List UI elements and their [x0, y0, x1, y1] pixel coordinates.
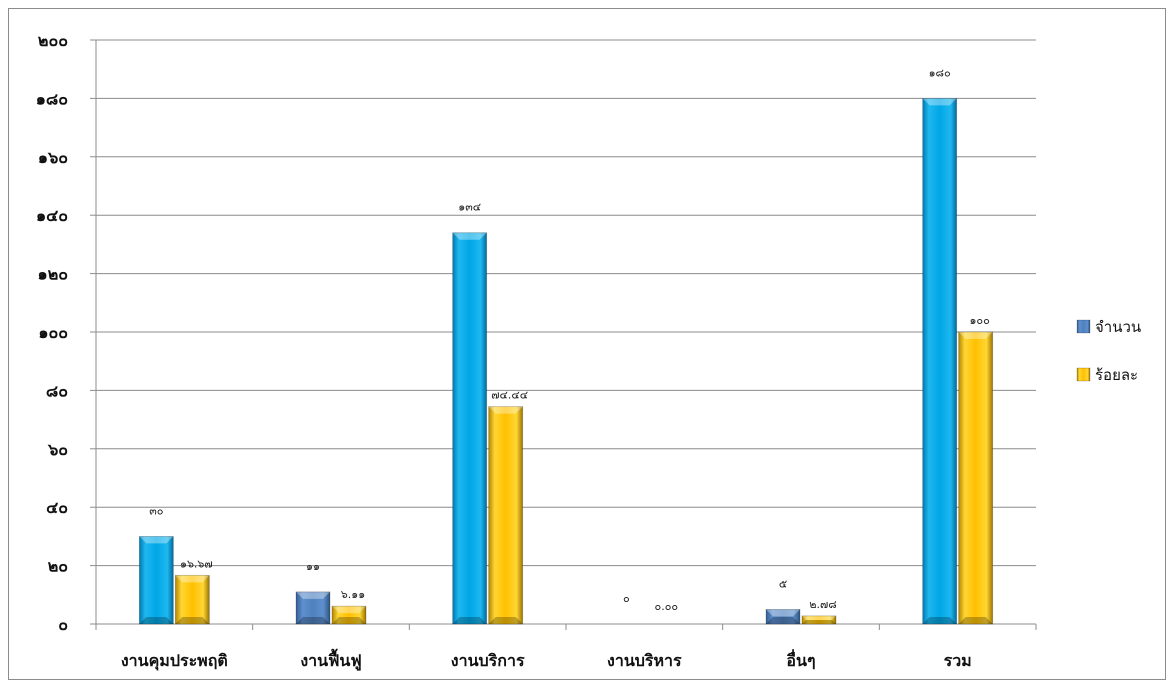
x-category-label: งานฟื้นฟู	[300, 648, 361, 672]
legend-label: จำนวน	[1095, 318, 1141, 336]
bar-count	[765, 609, 801, 625]
y-tick-label: ๒๐	[48, 557, 68, 576]
data-label-percent: ๗๔.๔๔	[491, 389, 528, 402]
bar-percent-bevel-bottom	[488, 617, 523, 624]
bar-percent-body	[488, 406, 523, 624]
bar-percent-body	[958, 332, 993, 624]
x-category-label: งานบริการ	[451, 651, 525, 670]
legend-label: ร้อยละ	[1095, 366, 1138, 384]
bar-count-body	[922, 98, 957, 624]
x-category-label: งานบริหาร	[607, 651, 682, 670]
x-category-label: รวม	[944, 651, 972, 670]
y-tick-label: ๑๐๐	[38, 323, 68, 342]
bar-percent	[958, 331, 994, 625]
bar-percent	[488, 406, 524, 625]
bar-percent-outline	[174, 574, 210, 625]
bar-percent-bevel-bottom	[958, 617, 993, 624]
bar-percent-outline	[331, 605, 367, 625]
bar-percent-bevel-bottom	[175, 617, 210, 624]
bar-count-bevel-top	[139, 536, 174, 544]
bar-count-bevel-top	[452, 232, 487, 240]
bar-count-bevel-top	[766, 609, 800, 617]
data-label-count: ๓๐	[149, 504, 163, 517]
data-label-count: ๑๘๐	[929, 66, 951, 79]
bar-count-bevel-bottom	[296, 617, 330, 624]
y-tick-label: ๐	[58, 615, 68, 634]
bar-count-body	[296, 591, 330, 624]
axis-layer: ๐ ๒๐ ๔๐ ๖๐ ๘๐ ๑๐๐ ๑๒๐ ๑๔๐ ๑๖๐ ๑๘๐ ๒๐๐งานคุมประพฤติ…	[36, 31, 1037, 672]
bar-count-outline	[295, 591, 331, 625]
bar-count-outline	[922, 98, 958, 625]
bar-count-bevel-bottom	[452, 617, 487, 624]
bar-percent-bevel-top	[802, 615, 836, 620]
data-label-count: ๑๑	[306, 560, 320, 573]
bar-percent-outline	[801, 615, 837, 625]
bar-count	[922, 98, 958, 625]
legend-swatch	[1076, 367, 1091, 382]
x-category-label: อื่นๆ	[786, 649, 816, 670]
data-label-percent: ๒.๗๘	[809, 598, 837, 611]
bar-count-bevel-bottom	[139, 617, 174, 624]
bar-percent-outline	[488, 406, 524, 625]
bar-count-body	[766, 609, 800, 624]
data-label-count: ๑๓๔	[458, 201, 481, 214]
bar-count	[452, 232, 488, 625]
bar-percent-body	[332, 606, 366, 624]
bar-percent-bevel-top	[332, 606, 366, 614]
bar-count-body	[452, 232, 487, 624]
bar-count	[138, 536, 174, 625]
bar-count-outline	[138, 536, 174, 625]
data-label-percent: ๑๐๐	[969, 314, 989, 327]
data-label-percent: ๖.๑๑	[341, 588, 365, 601]
bar-layer	[138, 98, 994, 625]
bar-percent	[174, 574, 210, 625]
legend-swatch	[1076, 319, 1091, 334]
data-label-percent: ๑๖.๖๗	[180, 557, 213, 570]
y-tick-label: ๔๐	[46, 498, 68, 517]
bar-percent-body	[175, 575, 210, 624]
bar-percent-bevel-top	[488, 406, 523, 414]
bar-count-bevel-bottom	[766, 617, 800, 624]
bar-count-bevel-bottom	[922, 617, 957, 624]
y-tick-label: ๖๐	[47, 440, 68, 459]
bar-percent-body	[802, 615, 836, 624]
bar-percent-bevel-top	[175, 575, 210, 583]
data-label-count: ๐	[623, 592, 630, 605]
bar-count-outline	[765, 609, 801, 625]
bar-percent-outline	[958, 331, 994, 625]
y-tick-label: ๘๐	[46, 381, 68, 400]
bar-percent-bevel-bottom	[332, 617, 366, 624]
bar-count	[295, 591, 331, 625]
y-tick-label: ๑๘๐	[36, 89, 68, 108]
y-tick-label: ๑๒๐	[38, 265, 68, 284]
bar-count-bevel-top	[296, 591, 330, 599]
data-label-count: ๕	[779, 577, 787, 590]
x-category-label: งานคุมประพฤติ	[121, 651, 228, 671]
y-tick-label: ๑๔๐	[36, 206, 68, 225]
bar-percent-bevel-bottom	[802, 619, 836, 624]
bar-count-bevel-top	[922, 98, 957, 106]
bar-count-body	[139, 536, 174, 624]
y-tick-label: ๑๖๐	[38, 148, 68, 167]
y-tick-label: ๒๐๐	[38, 31, 68, 50]
grid-layer	[96, 39, 1036, 567]
bar-percent-bevel-top	[958, 332, 993, 339]
bar-percent	[801, 615, 837, 625]
data-label-percent: ๐.๐๐	[655, 600, 679, 613]
bar-percent	[331, 605, 367, 625]
bar-count-outline	[452, 232, 488, 625]
